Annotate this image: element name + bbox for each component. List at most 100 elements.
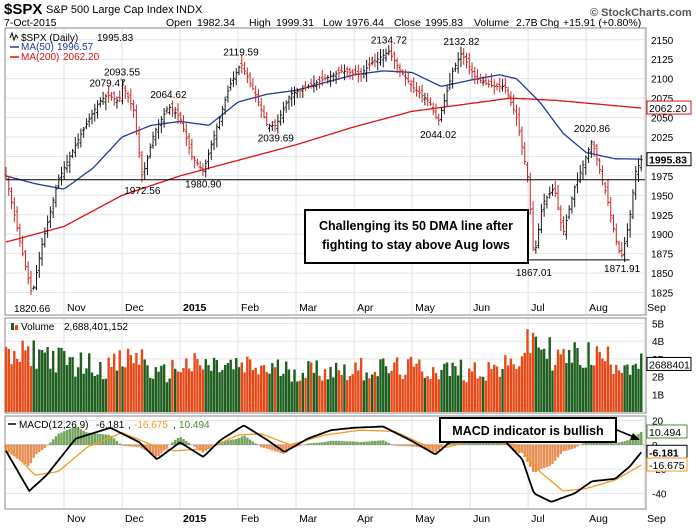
macd-histogram-bar [248, 439, 252, 445]
price-bar [229, 77, 233, 91]
x-tick-label: Sep [647, 513, 666, 525]
macd-histogram-bar [617, 442, 621, 445]
price-bar [82, 126, 86, 138]
price-bar [32, 285, 36, 291]
price-bar [573, 185, 577, 208]
volume-bar [248, 359, 252, 412]
price-bar [373, 53, 377, 68]
price-annotation: 2079.47 [89, 79, 126, 90]
price-bar [390, 43, 394, 61]
price-bar [301, 85, 305, 98]
volume-bar [346, 380, 349, 412]
price-callout-line-2: fighting to stay above Aug lows [322, 238, 510, 252]
price-bar [331, 72, 335, 82]
volume-bar [498, 376, 501, 412]
ohlc-readout: Open 1982.34 High 1999.31 Low 1976.44 Cl… [166, 17, 641, 29]
macd-histogram-bar [337, 440, 341, 445]
price-bar [609, 196, 613, 223]
x-tick-label: Nov [67, 513, 86, 525]
macd-histogram-bar [49, 442, 52, 445]
macd-y-tick: -40 [652, 489, 667, 500]
price-annotation: 2119.59 [223, 47, 259, 58]
price-bar [273, 119, 277, 132]
volume-bar [368, 378, 371, 412]
macd-histogram-bar [368, 441, 371, 445]
macd-histogram-bar [182, 439, 185, 445]
volume-bar [473, 362, 477, 412]
ma50-path [5, 70, 642, 190]
price-bar [526, 162, 530, 183]
macd-histogram-bar [262, 444, 266, 448]
volume-bar [268, 373, 271, 412]
price-bar [137, 126, 141, 159]
price-bar [492, 79, 496, 95]
chart-date: 7-Oct-2015 [4, 17, 57, 29]
macd-histogram-bar [99, 433, 102, 445]
price-bar [304, 81, 308, 92]
price-bar [362, 65, 366, 79]
price-bar [48, 206, 52, 229]
price-annotation: 1972.56 [124, 186, 161, 197]
x-tick-label: Jul [531, 302, 544, 314]
price-bar [409, 79, 413, 93]
ma200-path [5, 97, 642, 243]
volume-bar [65, 365, 69, 412]
x-tick-label: Dec [125, 302, 144, 314]
price-bar [453, 62, 457, 72]
macd-histogram-bar [573, 444, 576, 449]
x-tick-label: Jul [531, 513, 544, 525]
macd-histogram-bar [29, 444, 33, 464]
macd-legend-macd: -6.181 [96, 420, 125, 431]
price-bar [337, 67, 341, 81]
volume-bar [276, 359, 280, 412]
volume-bar [551, 370, 554, 412]
volume-bar [332, 377, 335, 412]
volume-bar [57, 347, 60, 412]
macd-histogram-bar [26, 444, 30, 466]
volume-bar [390, 370, 393, 412]
volume-bar [60, 347, 63, 412]
volume-bar [598, 351, 601, 412]
price-bar [581, 160, 585, 180]
price-bar [35, 264, 39, 291]
price-bar [628, 210, 632, 238]
volume-bar [470, 371, 474, 412]
x-tick-label: Sep [647, 302, 666, 314]
volume-label: Volume [474, 17, 509, 29]
volume-bar [407, 359, 410, 412]
price-bar [334, 70, 338, 84]
macd-histogram-bar [157, 444, 160, 457]
macd-histogram-bar [407, 444, 410, 447]
price-callout: Challenging its 50 DMA line after fighti… [304, 209, 529, 264]
volume-bar [46, 347, 49, 412]
price-bar [348, 67, 352, 80]
price-bar [190, 138, 194, 161]
price-bar [93, 103, 97, 122]
price-bar [256, 88, 260, 107]
macd-histogram-bar [160, 444, 163, 454]
volume-bar [135, 353, 138, 412]
price-bar [412, 77, 416, 94]
price-bar [589, 140, 593, 158]
volume-bar [542, 348, 546, 412]
price-bar [459, 46, 463, 68]
price-bar [351, 69, 355, 81]
price-bar [426, 92, 430, 107]
macd-histogram-bar [204, 444, 207, 451]
macd-histogram-bar [309, 443, 313, 445]
price-bar [226, 85, 230, 103]
volume-bar [10, 364, 13, 412]
macd-histogram-bar [523, 444, 526, 457]
volume-bar [204, 359, 207, 412]
macd-histogram-bar [232, 439, 235, 445]
price-bar [98, 97, 102, 108]
price-bar [182, 115, 186, 133]
volume-bar [584, 367, 587, 412]
macd-histogram-bar [609, 442, 612, 445]
volume-bar [90, 372, 94, 412]
macd-histogram-bar [96, 433, 99, 445]
volume-bar [257, 374, 260, 412]
price-bar [448, 72, 452, 91]
macd-histogram-bar [265, 444, 268, 449]
price-bar [26, 261, 30, 285]
